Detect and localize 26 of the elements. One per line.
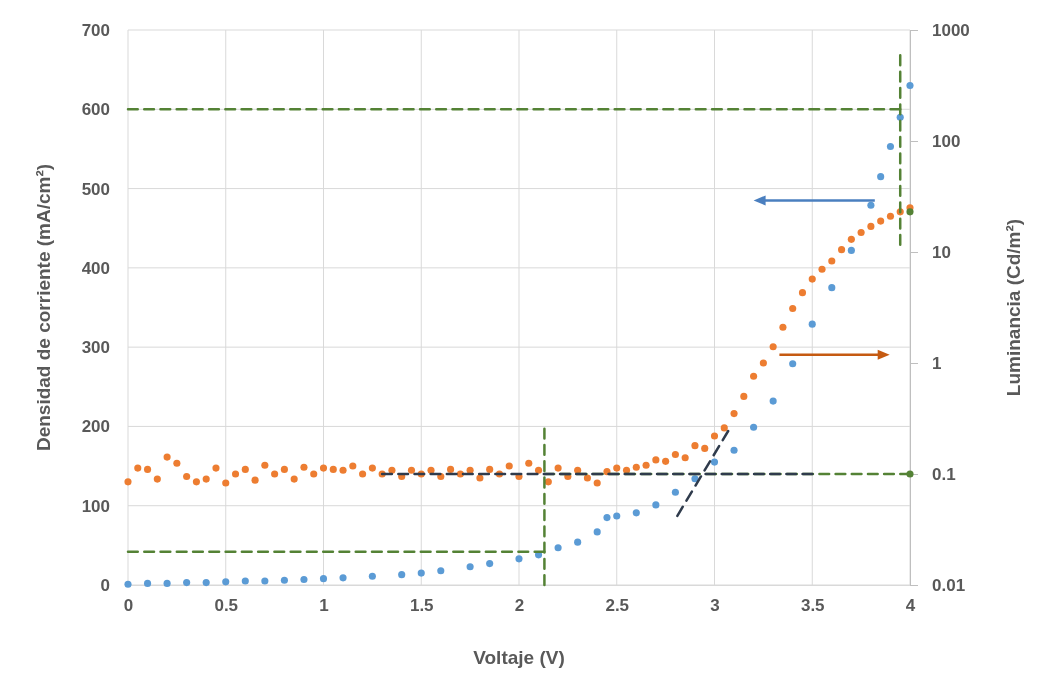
x-tick-label: 2.5 (605, 596, 630, 616)
x-tick-label: 3 (710, 596, 720, 616)
x-tick-label: 3.5 (800, 596, 825, 616)
y-tick-label: 500 (81, 179, 110, 199)
x-axis-title: Voltaje (V) (473, 647, 565, 668)
y2-tick-label: 100 (932, 131, 961, 151)
y-axis-title: Densidad de corriente (mA/cm²) (33, 163, 54, 452)
y-tick-label: 0 (100, 575, 110, 595)
x-tick-label: 0.5 (214, 596, 239, 616)
y-tick-label: 400 (81, 258, 110, 278)
y2-tick-label: 0.1 (932, 464, 956, 484)
y2-tick-label: 1000 (932, 20, 970, 40)
y2-tick-label: 0.01 (932, 575, 966, 595)
y-tick-label: 600 (81, 100, 110, 120)
x-tick-label: 1.5 (409, 596, 434, 616)
x-tick-label: 0 (123, 596, 134, 616)
y-tick-label: 200 (81, 417, 110, 437)
x-tick-label: 1 (319, 596, 329, 616)
x-tick-label: 2 (514, 596, 525, 616)
y2-tick-label: 10 (932, 242, 951, 262)
y2-axis-title: Luminancia (Cd/m²) (1003, 218, 1024, 397)
y2-tick-label: 1 (932, 353, 942, 373)
x-tick-label: 4 (905, 596, 916, 616)
y-tick-label: 300 (81, 338, 110, 358)
y-tick-label: 700 (81, 20, 110, 40)
y-tick-label: 100 (81, 496, 110, 516)
